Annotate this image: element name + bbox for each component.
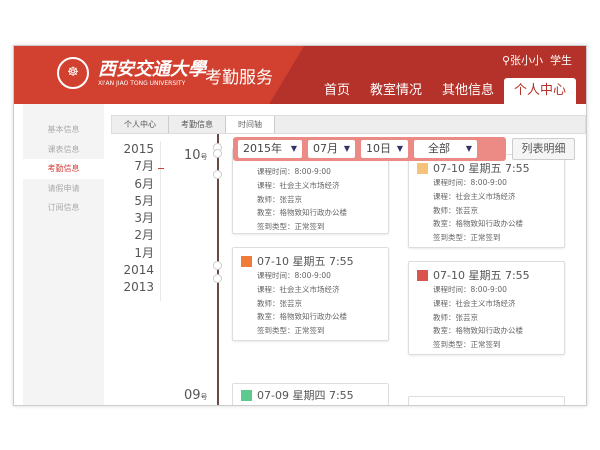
user-role: 学生 [550,54,572,67]
month-item[interactable]: 1月 [134,245,154,260]
year-select[interactable]: 2015年 ▼ [238,140,302,158]
month-item[interactable]: 3月 [134,211,154,226]
timeline-node [213,261,222,270]
month-select[interactable]: 07月 ▼ [308,140,355,158]
breadcrumb-item[interactable]: 个人中心 [112,116,169,133]
month-item[interactable]: 6月 [134,176,154,191]
current-month-marker [158,168,164,169]
university-logo-icon: ☸ [57,57,89,89]
nav-home[interactable]: 首页 [323,83,350,98]
breadcrumb: 个人中心 考勤信息 时间轴 [111,115,586,134]
checkin-icon [241,255,252,267]
month-item[interactable]: 5月 [134,193,154,208]
sidebar-item-subscribe[interactable]: 订阅信息 [47,203,80,212]
breadcrumb-item[interactable]: 考勤信息 [169,116,226,133]
attendance-card[interactable]: 07-09 星期四 7:55 [232,383,389,405]
month-item[interactable]: 7月 [134,159,154,174]
nav-classroom[interactable]: 教室情况 [369,83,422,98]
type-select[interactable]: 全部 ▼ [414,140,477,158]
checkin-icon [241,389,252,401]
year-month-nav: 2015 7月 6月 5月 3月 2月 1月 2014 2013 [114,141,161,301]
attendance-card[interactable]: 07-10 星期五 7:55 课程时间：8:00-9:00 课程：社会主义市场经… [232,247,389,341]
day-label: 09号 [184,388,208,403]
nav-other-info[interactable]: 其他信息 [441,83,494,98]
person-icon: ⚲ [501,54,510,67]
day-select[interactable]: 10日 ▼ [361,140,408,158]
user-info[interactable]: ⚲张小小 学生 [502,52,572,68]
day-label: 10号 [184,148,208,163]
caret-down-icon: ▼ [343,144,350,153]
date-filter-bar: 2015年 ▼ 07月 ▼ 10日 ▼ 全部 ▼ [233,137,506,161]
checkin-icon [417,162,428,174]
university-name-en: XI'AN JIAO TONG UNIVERSITY [98,80,186,87]
sidebar-item-schedule[interactable]: 课表信息 [47,144,80,154]
attendance-card[interactable]: 07-10 星期五 7:55 课程时间：8:00-9:00 课程：社会主义市场经… [408,261,565,355]
year-item[interactable]: 2015 [123,142,154,156]
timeline-node [213,149,222,158]
month-item[interactable]: 2月 [134,228,154,243]
list-detail-button[interactable]: 列表明细 [512,138,575,160]
checkin-icon [417,269,428,281]
sidebar-item-basic-info[interactable]: 基本信息 [47,125,80,134]
nav-personal-center[interactable]: 个人中心 [503,78,576,104]
user-name: 张小小 [510,54,543,67]
breadcrumb-current: 时间轴 [226,116,275,133]
year-item[interactable]: 2014 [123,263,154,278]
app-window: ☸ 西安交通大學 XI'AN JIAO TONG UNIVERSITY 考勤服务… [13,45,587,406]
main-nav: 首页 教室情况 其他信息 个人中心 [314,78,576,104]
attendance-card[interactable] [408,396,565,405]
caret-down-icon: ▼ [396,144,403,153]
year-item[interactable]: 2013 [123,280,154,295]
university-name: 西安交通大學 [98,59,206,80]
caret-down-icon: ▼ [290,144,297,153]
sidebar: 基本信息 课表信息 考勤信息 请假申请 订阅信息 [23,104,104,405]
sidebar-item-attendance[interactable]: 考勤信息 [23,159,104,179]
caret-down-icon: ▼ [465,144,472,153]
timeline-node [213,274,222,283]
header: ☸ 西安交通大學 XI'AN JIAO TONG UNIVERSITY 考勤服务… [14,46,586,104]
sidebar-item-leave[interactable]: 请假申请 [47,183,80,193]
service-title: 考勤服务 [205,68,273,88]
timeline-node [213,170,222,179]
attendance-card[interactable]: 07-10 星期五 7:55 课程时间：8:00-9:00 课程：社会主义市场经… [408,154,565,248]
